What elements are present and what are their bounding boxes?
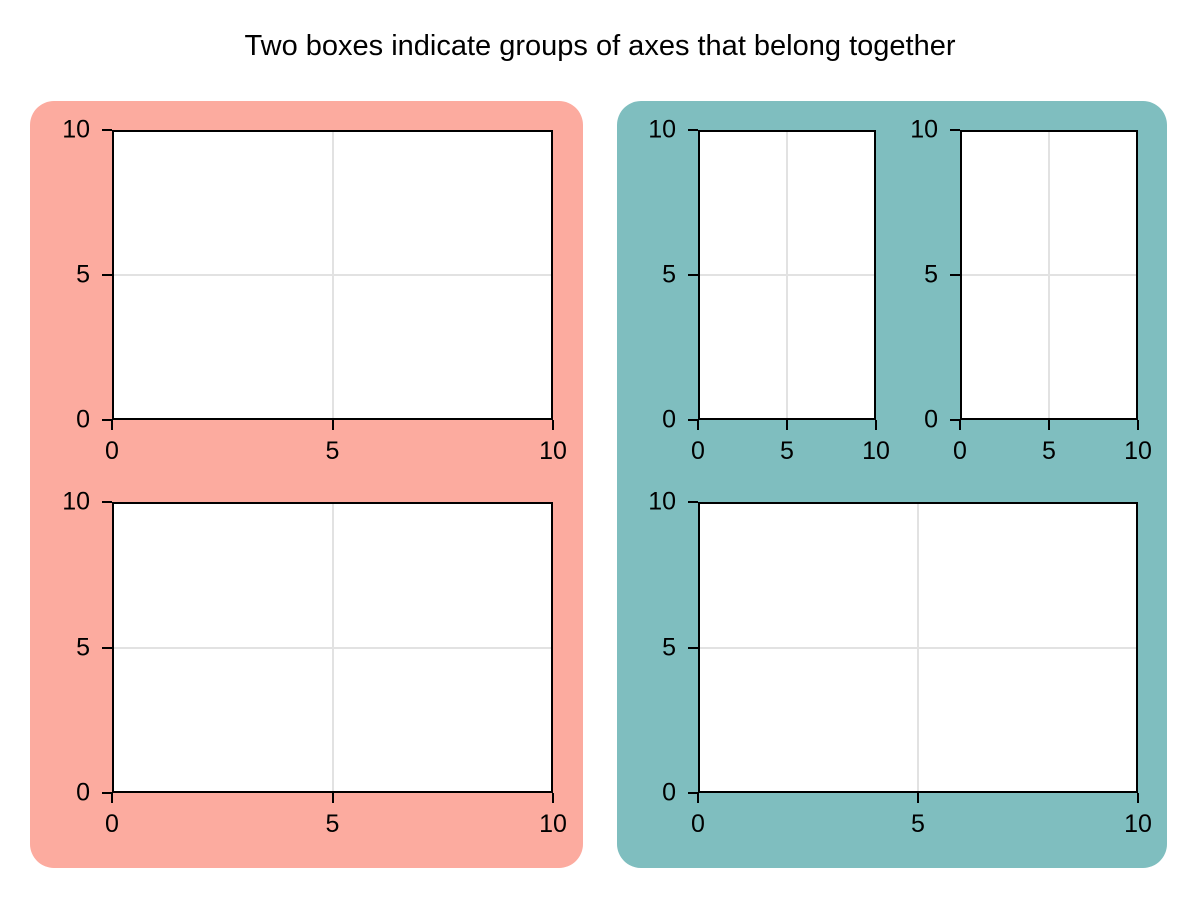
h-gridline bbox=[962, 274, 1136, 276]
y-tick-label: 10 bbox=[648, 115, 676, 144]
y-tick bbox=[688, 646, 698, 649]
x-tick bbox=[1137, 793, 1139, 803]
x-tick bbox=[1137, 420, 1139, 430]
axis-right-top-right: 10 5 0 0 5 10 bbox=[910, 117, 1152, 464]
y-tick-label: 5 bbox=[662, 260, 676, 289]
axis-left-top: 10 5 0 0 5 10 bbox=[62, 117, 567, 464]
y-tick bbox=[688, 129, 698, 131]
y-tick-label: 0 bbox=[76, 405, 90, 434]
x-tick-label: 0 bbox=[953, 437, 967, 465]
x-tick-label: 0 bbox=[691, 810, 705, 838]
plot-area bbox=[112, 502, 553, 793]
y-tick-label: 5 bbox=[76, 260, 90, 289]
x-tick-label: 10 bbox=[539, 437, 567, 465]
y-tick bbox=[102, 129, 112, 131]
y-tick bbox=[688, 792, 698, 794]
h-gridline bbox=[114, 274, 551, 276]
x-tick-label: 10 bbox=[539, 810, 567, 838]
figure-title: Two boxes indicate groups of axes that b… bbox=[244, 30, 956, 62]
x-tick bbox=[697, 420, 699, 430]
axis-right-bottom: 10 5 0 0 5 10 bbox=[648, 489, 1152, 837]
x-tick-label: 5 bbox=[325, 810, 340, 838]
x-tick bbox=[552, 793, 554, 803]
plot-area bbox=[112, 130, 553, 420]
x-tick-label: 0 bbox=[105, 810, 119, 838]
y-tick bbox=[950, 274, 960, 276]
y-tick-label: 5 bbox=[76, 633, 90, 661]
y-tick bbox=[688, 419, 698, 421]
h-gridline bbox=[700, 646, 1136, 649]
y-tick-label: 0 bbox=[662, 405, 676, 434]
x-tick bbox=[331, 793, 334, 803]
axis-right-top-left: 10 5 0 0 5 10 bbox=[648, 117, 890, 464]
y-tick-label: 10 bbox=[910, 115, 938, 144]
x-tick-label: 5 bbox=[780, 437, 794, 465]
y-tick-label: 5 bbox=[924, 260, 938, 289]
plot-area bbox=[960, 130, 1138, 420]
x-tick bbox=[917, 793, 919, 803]
y-tick bbox=[688, 274, 698, 276]
x-tick-label: 5 bbox=[325, 437, 340, 465]
y-tick bbox=[102, 792, 112, 794]
x-tick bbox=[697, 793, 699, 803]
plot-area bbox=[698, 502, 1138, 793]
y-tick-label: 5 bbox=[662, 633, 676, 661]
y-tick bbox=[688, 501, 698, 503]
x-tick-label: 10 bbox=[1124, 437, 1152, 465]
y-tick-label: 10 bbox=[648, 487, 676, 516]
y-tick-label: 0 bbox=[924, 405, 938, 434]
x-tick-label: 5 bbox=[1042, 437, 1056, 465]
axis-left-bottom: 10 5 0 0 5 10 bbox=[62, 489, 567, 837]
x-tick-label: 0 bbox=[691, 437, 705, 465]
y-tick bbox=[102, 646, 112, 649]
y-tick-label: 10 bbox=[62, 487, 90, 516]
y-tick bbox=[950, 419, 960, 421]
x-tick-label: 10 bbox=[862, 437, 890, 465]
h-gridline bbox=[114, 646, 551, 649]
x-tick bbox=[959, 420, 961, 430]
x-tick bbox=[111, 793, 113, 803]
x-tick bbox=[552, 420, 554, 430]
y-tick bbox=[950, 129, 960, 131]
x-tick bbox=[111, 420, 113, 430]
x-tick-label: 10 bbox=[1124, 810, 1152, 838]
x-tick bbox=[875, 420, 877, 430]
y-tick-label: 0 bbox=[76, 778, 90, 807]
y-tick-label: 0 bbox=[662, 778, 676, 807]
y-tick bbox=[102, 274, 112, 276]
y-tick bbox=[102, 501, 112, 503]
x-tick-label: 0 bbox=[105, 437, 119, 465]
x-tick bbox=[786, 420, 788, 430]
x-tick bbox=[1048, 420, 1050, 430]
plot-area bbox=[698, 130, 876, 420]
y-tick-label: 10 bbox=[62, 115, 90, 144]
y-tick bbox=[102, 419, 112, 421]
x-tick-label: 5 bbox=[911, 810, 925, 838]
h-gridline bbox=[700, 274, 874, 276]
x-tick bbox=[331, 420, 334, 430]
